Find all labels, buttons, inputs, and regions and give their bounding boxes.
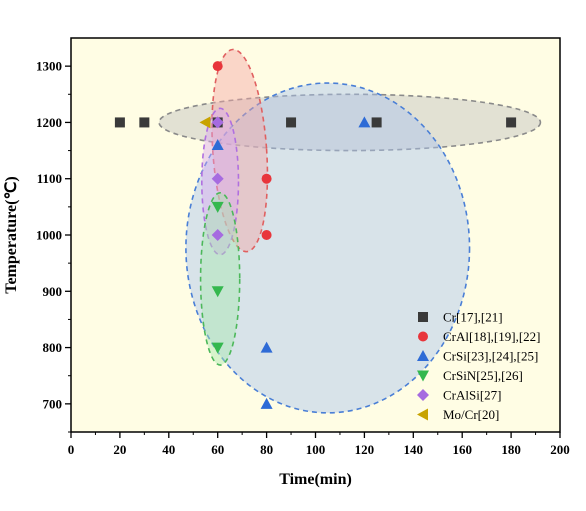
ellipse-cral: [211, 48, 269, 253]
x-axis-title: Time(min): [279, 471, 352, 488]
data-point-cral: [261, 173, 272, 184]
data-point-cr: [139, 117, 150, 128]
x-tick-label: 20: [113, 442, 126, 457]
plot-background: [71, 38, 560, 432]
y-axis-title: Temperature(℃): [3, 176, 20, 294]
legend-label-crsin: CrSiN[25],[26]: [443, 368, 523, 383]
data-point-cr: [371, 117, 382, 128]
data-point-crsi: [358, 116, 371, 128]
data-point-cr: [286, 117, 297, 128]
legend-marker-cralsi: [417, 389, 429, 401]
x-tick-label: 180: [501, 442, 521, 457]
data-point-crsin: [211, 201, 224, 213]
data-point-cral: [212, 61, 223, 72]
data-point-cralsi: [211, 229, 224, 241]
axes-layer: 0 20 40 60 80 100 120 140 160 180 200 700 800 900 1000…: [36, 37, 570, 457]
legend: Cr[17],[21] CrAl[18],[19],[22] CrSi[23],[2…: [417, 310, 540, 422]
legend-marker-cr: [418, 312, 428, 322]
legend-label-crsi: CrSi[23],[24],[25]: [443, 349, 538, 364]
y-tick-label: 1000: [36, 228, 62, 243]
x-tick-label: 40: [162, 442, 175, 457]
data-point-cr: [114, 117, 125, 128]
legend-marker-crsi: [417, 350, 429, 361]
data-point-crsin: [211, 342, 224, 354]
data-point-cral: [261, 230, 272, 240]
data-point-cralsi: [211, 172, 224, 185]
x-tick-label: 120: [355, 442, 375, 457]
x-tick-label: 60: [211, 442, 224, 457]
y-tick-label: 900: [43, 284, 63, 299]
y-tick-label: 800: [43, 340, 63, 355]
y-tick-label: 1100: [37, 171, 62, 186]
ellipse-cr: [158, 93, 542, 152]
legend-label-cr: Cr[17],[21]: [443, 310, 503, 325]
legend-marker-cral: [418, 331, 428, 342]
legend-label-cral: CrAl[18],[19],[22]: [443, 329, 540, 344]
legend-label-mo-cr: Mo/Cr[20]: [443, 407, 499, 422]
legend-marker-crsin: [417, 370, 429, 382]
data-point-crsin: [211, 286, 224, 298]
data-point-cr: [506, 117, 517, 128]
points-layer: [114, 61, 517, 409]
data-point-crsi: [260, 341, 273, 353]
y-tick-label: 1200: [36, 115, 62, 130]
data-point-cralsi: [211, 116, 224, 129]
y-tick-label: 1300: [36, 59, 62, 74]
data-point-crsi: [211, 138, 224, 150]
x-tick-label: 140: [404, 442, 424, 457]
x-tick-label: 160: [452, 442, 472, 457]
data-point-mo-cr: [199, 116, 211, 129]
ellipse-crsin: [199, 191, 241, 366]
x-tick-label: 0: [68, 442, 75, 457]
y-tick-label: 700: [43, 396, 63, 411]
data-point-crsi: [260, 397, 273, 409]
ellipses-layer: [71, 38, 560, 432]
x-tick-label: 100: [306, 442, 326, 457]
legend-label-cralsi: CrAlSi[27]: [443, 388, 502, 403]
legend-marker-mo-cr: [417, 408, 428, 421]
x-tick-label: 80: [260, 442, 273, 457]
ellipse-crsi: [185, 82, 471, 414]
x-tick-label: 200: [550, 442, 570, 457]
